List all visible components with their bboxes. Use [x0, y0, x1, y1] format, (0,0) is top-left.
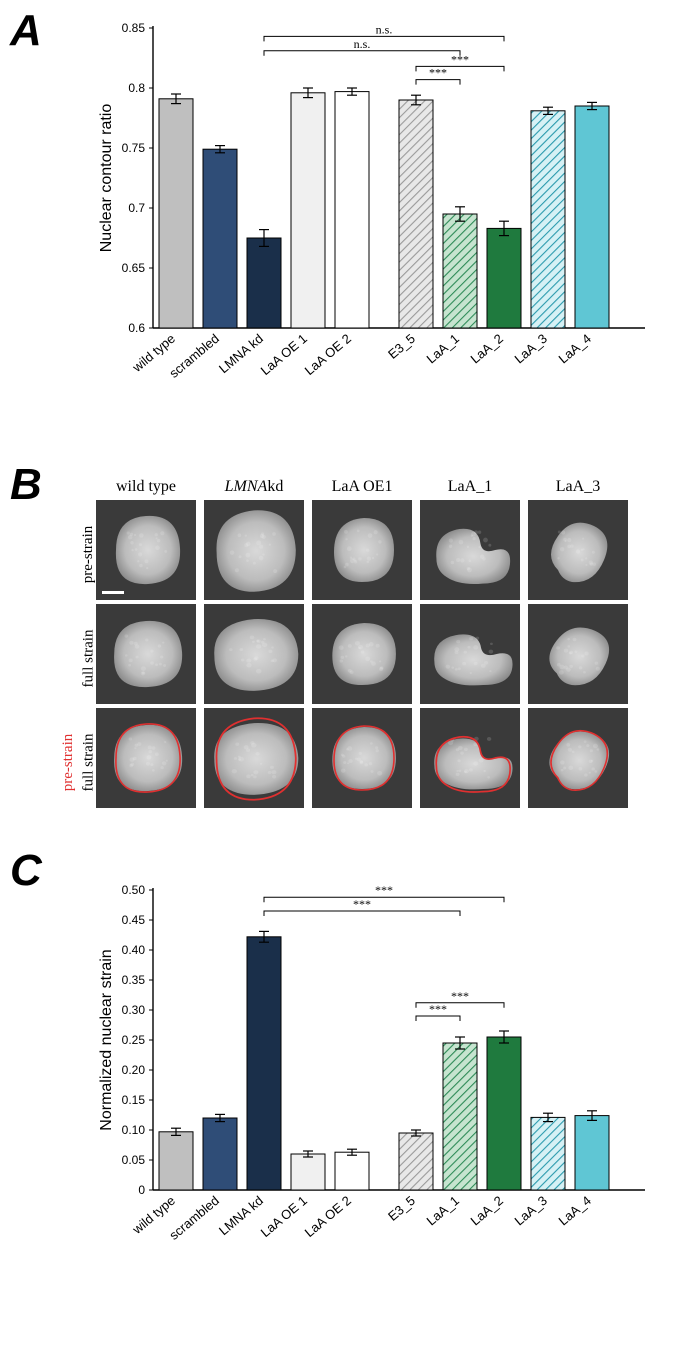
nucleus-image: [204, 500, 304, 600]
svg-text:scrambled: scrambled: [166, 1193, 222, 1243]
svg-text:0.10: 0.10: [122, 1123, 146, 1137]
nucleus-image: [204, 708, 304, 808]
svg-text:***: ***: [429, 1002, 447, 1016]
svg-text:***: ***: [375, 883, 393, 897]
panel-b-grid: wild type LMNA kd LaA OE1 LaA_1 LaA_3: [82, 474, 642, 808]
panel-b-col-header: LaA OE1: [312, 474, 412, 496]
svg-text:***: ***: [451, 52, 469, 66]
svg-text:LaA_3: LaA_3: [511, 1193, 549, 1229]
nucleus-image: [420, 708, 520, 808]
svg-text:0.75: 0.75: [122, 141, 146, 155]
svg-text:***: ***: [429, 66, 447, 80]
nucleus-image: [204, 604, 304, 704]
nucleus-image: [96, 708, 196, 808]
nucleus-image: [312, 708, 412, 808]
panel-b-col-header: LaA_3: [528, 474, 628, 496]
nucleus-image: [528, 604, 628, 704]
nucleus-image: [528, 708, 628, 808]
chart-a-svg: Nuclear contour ratiowild typescrambledL…: [95, 14, 655, 434]
svg-text:Nuclear contour ratio: Nuclear contour ratio: [98, 104, 115, 253]
svg-text:0.35: 0.35: [122, 973, 146, 987]
svg-text:0.50: 0.50: [122, 883, 146, 897]
row-label-fullstrain: full strain: [80, 630, 97, 688]
nucleus-image: [96, 604, 196, 704]
svg-text:n.s.: n.s.: [376, 22, 393, 36]
svg-text:LaA_4: LaA_4: [555, 331, 593, 367]
svg-text:LMNA kd: LMNA kd: [216, 331, 266, 376]
svg-text:0.85: 0.85: [122, 21, 146, 35]
panel-label-a: A: [10, 6, 42, 56]
svg-text:0: 0: [138, 1183, 145, 1197]
svg-text:n.s.: n.s.: [354, 37, 371, 51]
svg-text:LaA OE 1: LaA OE 1: [258, 331, 310, 378]
svg-text:***: ***: [353, 897, 371, 911]
row-label-fullstrain-2: full strain: [80, 734, 97, 792]
svg-text:LaA_3: LaA_3: [511, 331, 549, 367]
svg-text:0.20: 0.20: [122, 1063, 146, 1077]
svg-text:scrambled: scrambled: [166, 331, 222, 381]
svg-text:0.65: 0.65: [122, 261, 146, 275]
row-label-overlay: pre-strain: [60, 734, 77, 791]
panel-b-col-header: LMNA kd: [204, 474, 304, 496]
svg-text:LaA_4: LaA_4: [555, 1193, 593, 1229]
svg-text:0.45: 0.45: [122, 913, 146, 927]
svg-text:***: ***: [451, 989, 469, 1003]
nucleus-image: [420, 604, 520, 704]
nucleus-image: [420, 500, 520, 600]
figure-root: A Nuclear contour ratiowild typescramble…: [0, 0, 685, 1370]
svg-text:E3_5: E3_5: [385, 331, 418, 362]
nucleus-image: [96, 500, 196, 600]
svg-text:LaA_1: LaA_1: [423, 1193, 461, 1229]
svg-text:LaA OE 1: LaA OE 1: [258, 1193, 310, 1240]
panel-label-c: C: [10, 846, 42, 896]
svg-text:LaA_1: LaA_1: [423, 331, 461, 367]
chart-c: Normalized nuclear strainwild typescramb…: [95, 876, 655, 1296]
panel-b-col-header: LaA_1: [420, 474, 520, 496]
svg-text:0.30: 0.30: [122, 1003, 146, 1017]
svg-text:0.8: 0.8: [128, 81, 145, 95]
svg-text:Normalized nuclear strain: Normalized nuclear strain: [98, 949, 115, 1130]
panel-b: pre-strain full strain full strain pre-s…: [82, 474, 642, 808]
svg-text:E3_5: E3_5: [385, 1193, 418, 1224]
panel-b-col-header: wild type: [96, 474, 196, 496]
row-label-prestrain: pre-strain: [80, 526, 97, 583]
nucleus-image: [312, 604, 412, 704]
svg-text:0.40: 0.40: [122, 943, 146, 957]
svg-text:LaA_2: LaA_2: [467, 331, 505, 367]
nucleus-image: [528, 500, 628, 600]
svg-text:0.05: 0.05: [122, 1153, 146, 1167]
svg-text:0.25: 0.25: [122, 1033, 146, 1047]
svg-text:LaA OE 2: LaA OE 2: [302, 1193, 354, 1240]
svg-text:LaA OE 2: LaA OE 2: [302, 331, 354, 378]
svg-text:LMNA kd: LMNA kd: [216, 1193, 266, 1238]
svg-text:0.15: 0.15: [122, 1093, 146, 1107]
nucleus-image: [312, 500, 412, 600]
svg-text:LaA_2: LaA_2: [467, 1193, 505, 1229]
chart-a: Nuclear contour ratiowild typescrambledL…: [95, 14, 655, 434]
panel-label-b: B: [10, 460, 42, 510]
svg-text:0.7: 0.7: [128, 201, 145, 215]
scale-bar: [102, 591, 124, 594]
chart-c-svg: Normalized nuclear strainwild typescramb…: [95, 876, 655, 1296]
svg-text:0.6: 0.6: [128, 321, 145, 335]
